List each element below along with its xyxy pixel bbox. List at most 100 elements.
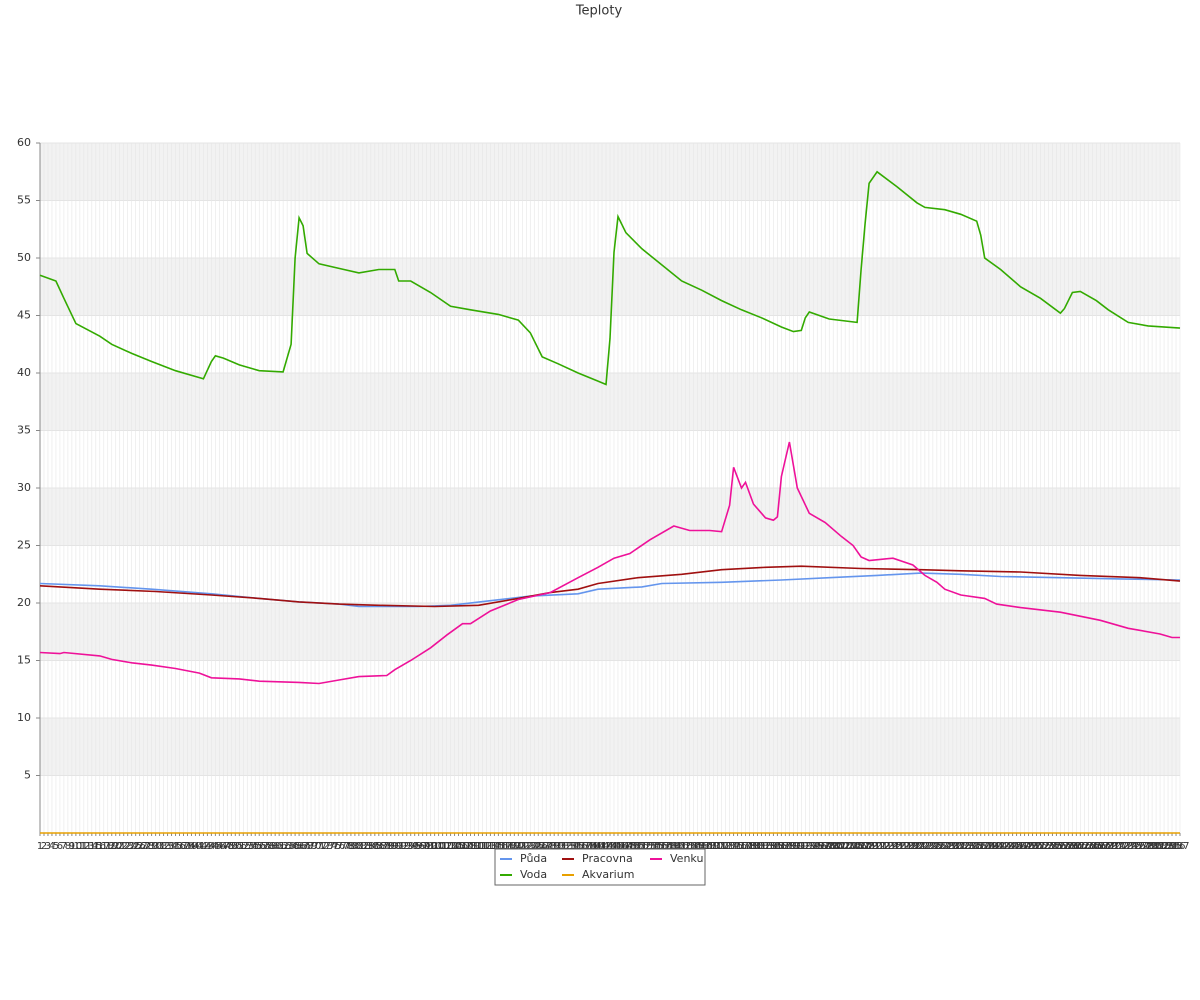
x-tick-label: 148	[616, 841, 635, 852]
y-tick-label: 40	[17, 366, 31, 379]
x-tick-label: 29	[145, 841, 158, 852]
x-tick-label: 226	[927, 841, 946, 852]
x-tick-label: 150	[624, 841, 643, 852]
x-tick-label: 255	[1043, 841, 1062, 852]
x-tick-label: 129	[541, 841, 560, 852]
x-tick-label: 188	[776, 841, 795, 852]
x-tick-label: 118	[497, 841, 516, 852]
x-tick-label: 259	[1059, 841, 1078, 852]
x-tick-label: 258	[1055, 841, 1074, 852]
x-tick-label: 170	[704, 841, 723, 852]
x-tick-label: 87	[376, 841, 389, 852]
x-tick-label: 165	[684, 841, 703, 852]
x-tick-label: 144	[600, 841, 619, 852]
x-tick-label: 262	[1071, 841, 1090, 852]
x-tick-label: 20	[109, 841, 122, 852]
x-tick-label: 105	[445, 841, 464, 852]
x-tick-label: 132	[553, 841, 572, 852]
chart-title: Teploty	[575, 4, 623, 19]
x-tick-label: 238	[975, 841, 994, 852]
x-tick-label: 193	[796, 841, 815, 852]
y-tick-label: 50	[17, 251, 31, 264]
x-tick-label: 173	[716, 841, 735, 852]
x-tick-label: 53	[241, 841, 254, 852]
x-tick-label: 107	[453, 841, 472, 852]
x-tick-label: 119	[501, 841, 520, 852]
x-tick-label: 283	[1155, 841, 1174, 852]
x-tick-label: 229	[939, 841, 958, 852]
x-tick-label: 8	[65, 841, 71, 852]
x-tick-label: 253	[1035, 841, 1054, 852]
x-tick-label: 191	[788, 841, 807, 852]
x-tick-label: 1	[37, 841, 43, 852]
x-tick-label: 47	[217, 841, 230, 852]
x-tick-label: 39	[185, 841, 198, 852]
x-tick-label: 145	[604, 841, 623, 852]
x-tick-label: 94	[404, 841, 417, 852]
x-tick-label: 5	[53, 841, 59, 852]
legend-label: Venku	[670, 852, 703, 865]
x-tick-label: 141	[588, 841, 607, 852]
x-tick-label: 189	[780, 841, 799, 852]
legend-label: Pracovna	[582, 852, 633, 865]
x-tick-label: 182	[752, 841, 771, 852]
x-tick-label: 103	[437, 841, 456, 852]
x-tick-label: 268	[1095, 841, 1114, 852]
x-tick-label: 66	[293, 841, 306, 852]
x-tick-label: 152	[632, 841, 651, 852]
x-tick-label: 212	[872, 841, 891, 852]
x-tick-label: 172	[712, 841, 731, 852]
x-tick-label: 228	[935, 841, 954, 852]
x-tick-label: 233	[955, 841, 974, 852]
x-tick-label: 31	[153, 841, 166, 852]
x-tick-label: 206	[848, 841, 867, 852]
y-tick-label: 10	[17, 711, 31, 724]
x-tick-label: 257	[1051, 841, 1070, 852]
x-tick-label: 183	[756, 841, 775, 852]
x-tick-label: 65	[289, 841, 302, 852]
x-tick-label: 281	[1147, 841, 1166, 852]
x-tick-label: 201	[828, 841, 847, 852]
x-tick-label: 71	[313, 841, 326, 852]
x-tick-label: 169	[700, 841, 719, 852]
x-tick-label: 203	[836, 841, 855, 852]
x-tick-label: 86	[372, 841, 385, 852]
x-tick-label: 33	[161, 841, 174, 852]
x-tick-label: 100	[425, 841, 444, 852]
x-tick-label: 190	[784, 841, 803, 852]
x-tick-label: 278	[1135, 841, 1154, 852]
x-tick-label: 96	[412, 841, 425, 852]
x-tick-label: 174	[720, 841, 739, 852]
x-tick-label: 202	[832, 841, 851, 852]
x-tick-label: 95	[408, 841, 421, 852]
x-tick-label: 142	[592, 841, 611, 852]
x-tick-label: 149	[620, 841, 639, 852]
x-tick-label: 13	[81, 841, 94, 852]
x-tick-label: 256	[1047, 841, 1066, 852]
x-tick-label: 269	[1099, 841, 1118, 852]
x-tick-label: 274	[1119, 841, 1138, 852]
x-tick-label: 63	[281, 841, 294, 852]
x-tick-label: 41	[193, 841, 206, 852]
x-tick-label: 128	[537, 841, 556, 852]
x-tick-label: 16	[93, 841, 106, 852]
x-tick-label: 43	[201, 841, 214, 852]
x-tick-label: 112	[473, 841, 492, 852]
x-tick-label: 10	[70, 841, 83, 852]
x-tick-label: 224	[919, 841, 938, 852]
x-tick-label: 157	[652, 841, 671, 852]
x-tick-label: 93	[400, 841, 413, 852]
x-tick-label: 109	[461, 841, 480, 852]
series-line	[39, 170, 1181, 386]
x-tick-label: 27	[137, 841, 150, 852]
x-tick-label: 243	[995, 841, 1014, 852]
x-tick-label: 19	[105, 841, 118, 852]
x-tick-label: 214	[879, 841, 898, 852]
legend-label: Voda	[520, 868, 547, 881]
y-tick-label: 60	[17, 136, 31, 149]
x-tick-label: 181	[748, 841, 767, 852]
x-tick-label: 249	[1019, 841, 1038, 852]
series-line	[39, 441, 1180, 685]
x-tick-label: 138	[577, 841, 596, 852]
